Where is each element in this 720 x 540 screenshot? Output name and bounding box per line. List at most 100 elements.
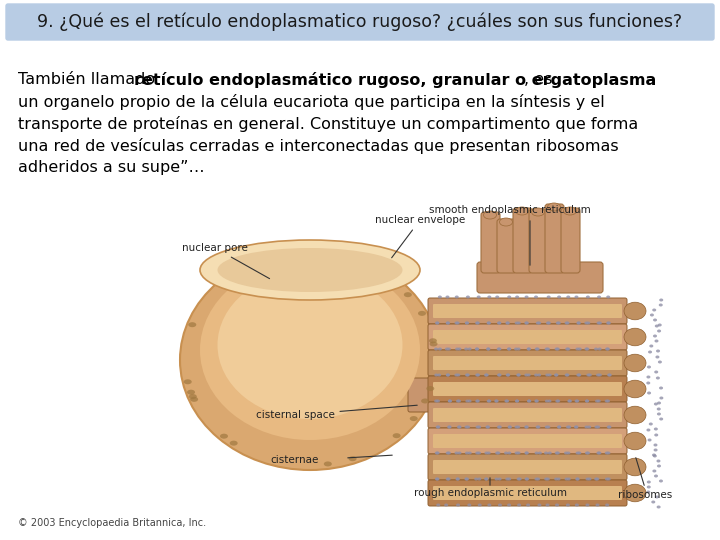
Ellipse shape xyxy=(435,451,438,455)
Ellipse shape xyxy=(534,477,539,481)
Text: una red de vesículas cerradas e interconectadas que presentan ribosomas: una red de vesículas cerradas e intercon… xyxy=(18,138,618,154)
FancyBboxPatch shape xyxy=(433,304,622,318)
Ellipse shape xyxy=(448,400,452,402)
Ellipse shape xyxy=(527,400,531,402)
Ellipse shape xyxy=(436,451,440,455)
Ellipse shape xyxy=(647,366,651,368)
Ellipse shape xyxy=(507,348,511,350)
Ellipse shape xyxy=(230,441,238,446)
Ellipse shape xyxy=(465,400,469,402)
Ellipse shape xyxy=(421,399,429,403)
Ellipse shape xyxy=(653,455,657,457)
Ellipse shape xyxy=(444,503,448,507)
Ellipse shape xyxy=(426,386,434,391)
FancyBboxPatch shape xyxy=(6,4,714,40)
Ellipse shape xyxy=(484,374,488,376)
Ellipse shape xyxy=(647,485,651,489)
Ellipse shape xyxy=(554,348,559,350)
Ellipse shape xyxy=(647,481,651,483)
Ellipse shape xyxy=(477,426,481,429)
Ellipse shape xyxy=(605,451,608,455)
Ellipse shape xyxy=(446,321,450,325)
FancyBboxPatch shape xyxy=(513,208,532,273)
Ellipse shape xyxy=(657,464,661,468)
Ellipse shape xyxy=(567,400,571,402)
Ellipse shape xyxy=(486,348,490,350)
Ellipse shape xyxy=(658,323,662,327)
Ellipse shape xyxy=(266,258,274,263)
Ellipse shape xyxy=(525,451,528,455)
Ellipse shape xyxy=(446,295,449,299)
Ellipse shape xyxy=(608,426,611,429)
Ellipse shape xyxy=(434,374,438,376)
Ellipse shape xyxy=(446,374,450,376)
Text: ribosomes: ribosomes xyxy=(618,490,672,500)
Ellipse shape xyxy=(505,477,509,481)
Ellipse shape xyxy=(495,400,498,402)
Ellipse shape xyxy=(495,477,498,481)
Ellipse shape xyxy=(497,374,501,376)
Ellipse shape xyxy=(588,426,591,429)
Ellipse shape xyxy=(485,477,488,481)
Ellipse shape xyxy=(466,295,470,299)
Ellipse shape xyxy=(508,426,512,429)
Ellipse shape xyxy=(456,503,460,507)
Ellipse shape xyxy=(476,426,480,429)
Ellipse shape xyxy=(457,426,461,429)
Ellipse shape xyxy=(534,374,538,376)
Ellipse shape xyxy=(434,348,438,350)
FancyBboxPatch shape xyxy=(428,454,627,480)
Ellipse shape xyxy=(434,400,438,402)
Ellipse shape xyxy=(567,348,570,350)
Ellipse shape xyxy=(653,334,657,338)
Ellipse shape xyxy=(498,426,502,429)
Ellipse shape xyxy=(487,400,491,402)
Text: cisternal space: cisternal space xyxy=(256,405,417,420)
Ellipse shape xyxy=(655,496,659,498)
Ellipse shape xyxy=(526,348,531,350)
Ellipse shape xyxy=(495,400,498,402)
Ellipse shape xyxy=(524,426,528,429)
Ellipse shape xyxy=(577,321,580,325)
Ellipse shape xyxy=(653,319,657,321)
Ellipse shape xyxy=(475,400,480,402)
Text: transporte de proteínas en general. Constituye un compartimento que forma: transporte de proteínas en general. Cons… xyxy=(18,116,638,132)
Ellipse shape xyxy=(456,477,459,481)
Ellipse shape xyxy=(468,451,472,455)
Ellipse shape xyxy=(506,374,510,376)
Ellipse shape xyxy=(575,348,580,350)
Ellipse shape xyxy=(466,374,470,376)
FancyBboxPatch shape xyxy=(477,262,603,293)
Ellipse shape xyxy=(517,374,521,376)
Ellipse shape xyxy=(436,426,440,429)
Ellipse shape xyxy=(660,396,663,400)
Ellipse shape xyxy=(188,322,197,327)
Ellipse shape xyxy=(557,477,561,481)
Ellipse shape xyxy=(577,374,581,376)
Ellipse shape xyxy=(647,429,650,431)
Ellipse shape xyxy=(364,265,372,270)
Ellipse shape xyxy=(517,503,521,507)
Ellipse shape xyxy=(660,299,663,301)
Ellipse shape xyxy=(505,400,509,402)
FancyBboxPatch shape xyxy=(428,428,627,454)
Ellipse shape xyxy=(596,426,600,429)
Ellipse shape xyxy=(446,321,450,325)
Ellipse shape xyxy=(547,400,552,402)
Ellipse shape xyxy=(565,374,570,376)
Ellipse shape xyxy=(464,348,468,350)
Ellipse shape xyxy=(465,477,469,481)
FancyBboxPatch shape xyxy=(428,350,627,376)
Ellipse shape xyxy=(220,434,228,438)
Ellipse shape xyxy=(575,451,580,455)
Ellipse shape xyxy=(498,374,502,376)
Ellipse shape xyxy=(647,392,651,395)
Ellipse shape xyxy=(384,276,393,281)
Ellipse shape xyxy=(187,390,195,395)
FancyBboxPatch shape xyxy=(428,376,627,402)
Ellipse shape xyxy=(585,503,590,507)
Ellipse shape xyxy=(546,321,550,325)
Ellipse shape xyxy=(544,477,548,481)
Ellipse shape xyxy=(457,451,462,455)
Ellipse shape xyxy=(467,400,472,402)
